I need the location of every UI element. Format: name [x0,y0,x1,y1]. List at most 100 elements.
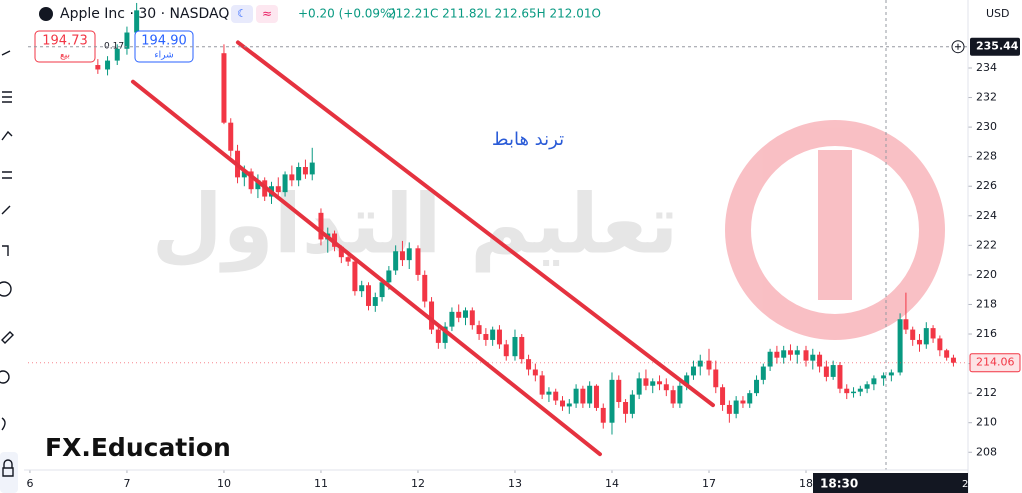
add-alert-icon [955,43,961,50]
candle-body [490,329,496,340]
candle-body [539,375,545,395]
candle-body [713,369,719,388]
candle-body [393,251,399,271]
candle-body [415,248,421,275]
candle-body [124,32,130,49]
candle-body [888,372,894,376]
annotation: ترند هابط [492,129,564,150]
candle-body [296,167,302,181]
candle-body [463,310,469,318]
y-tick-label: 230 [976,120,997,133]
candle-body [910,329,916,340]
candle-body [864,384,870,389]
candle-body [573,388,579,404]
candle-body [706,360,712,370]
watermark-text: تعليم التداول [152,177,679,273]
candle-body [134,10,140,33]
y-tick-label: 216 [976,327,997,340]
candle-body [794,350,800,355]
candle-body [733,400,739,414]
badge-icon: ≈ [262,7,272,21]
candle-body [275,186,281,193]
x-tick-label: 18 [799,477,813,490]
candle-body [754,379,760,394]
watermark-logo [725,120,945,340]
candle-body [930,328,936,339]
y-tick-label: 220 [976,268,997,281]
candle-body [546,391,552,395]
candle-body [740,400,746,404]
crosshair-time-box [813,473,968,493]
candle-body [399,251,405,261]
candle-body [503,344,509,357]
candle-body [817,354,823,367]
candle-body [114,48,120,61]
candle-body [338,246,344,258]
x-tick-label: 6 [26,477,33,490]
candle-body [810,354,816,361]
candle-body [318,212,324,240]
candle-body [379,282,385,298]
candle-body [532,369,538,376]
candle-body [372,297,378,306]
ohlc-legend: 212.21C 211.82L 212.65H 212.01O [388,7,601,21]
candle-body [553,391,559,401]
candle-body [677,385,683,404]
candle-body [422,274,428,302]
candle-body [857,388,863,392]
candle-body [442,326,448,343]
candle-body [903,319,909,330]
y-tick-label: 226 [976,179,997,192]
candle-body [496,329,502,345]
y-tick-label: 224 [976,209,997,222]
trend-line [235,40,715,408]
candle-body [690,366,696,376]
candle-body [566,403,572,407]
candle-body [916,339,922,345]
trend-line [130,79,602,457]
crosshair-time: 18:30 [820,477,858,491]
candle-body [289,174,295,181]
candle-body [670,390,676,404]
candle-body [944,350,950,358]
buy-button[interactable] [134,30,194,63]
candle-body [282,174,288,193]
candle-body [823,366,829,377]
candle-body [435,329,441,343]
candle-body [923,328,929,345]
candle-body [609,379,615,423]
x-tick-label: 13 [508,477,522,490]
candle-body [871,378,877,385]
candle-body [844,388,850,394]
symbol-logo [39,7,53,21]
candle-body [937,338,943,351]
symbol: Apple Inc · 30 · NASDAQ [60,6,229,22]
candle-body [241,171,247,178]
candle-body [255,180,261,190]
x-tick-label: 7 [123,477,130,490]
candle-body [302,167,308,175]
candle-body [95,65,101,70]
y-tick-label: 212 [976,386,997,399]
candle-body [697,360,703,367]
candle-body [897,319,903,373]
candle-body [623,402,629,414]
x-tick-label: 11 [314,477,328,490]
change: +0.20 (+0.09%) [298,7,396,21]
crosshair-price-box [970,37,1020,56]
currency[interactable]: USD [986,7,1010,20]
last-price: 214.06 [976,356,1015,369]
x-tick-label: 10 [217,477,231,490]
candle-body [593,385,599,408]
candle-body [684,375,690,386]
sell-price: 194.73 [42,34,88,49]
x-tick-label: 17 [702,477,716,490]
candle-body [359,285,365,292]
buy-label: شراء [154,51,173,61]
badge-icon: ☾ [237,7,247,20]
candle-body [483,334,489,340]
candle-body [767,351,773,367]
